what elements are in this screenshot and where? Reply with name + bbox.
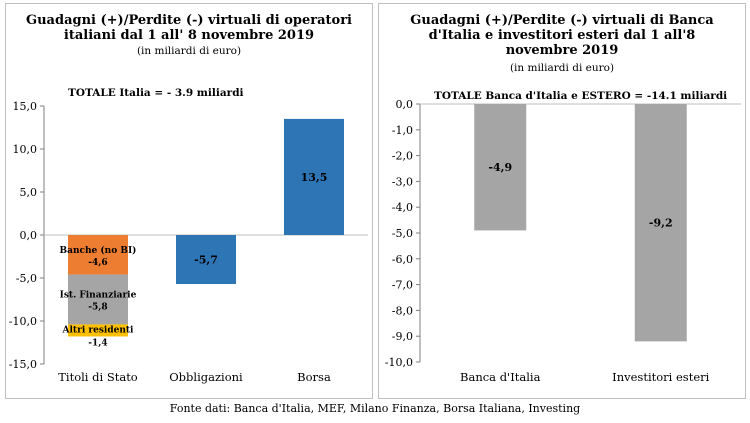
right-title-line-3: novembre 2019 [505, 43, 619, 58]
right-data-label: -4,9 [488, 161, 512, 174]
left-title-line-2: italiani dal 1 all' 8 novembre 2019 [63, 28, 315, 43]
right-y-tick-label: -5,0 [392, 227, 413, 240]
left-bar [68, 324, 128, 337]
left-data-label: -1,4 [88, 338, 107, 348]
right-title-line-1: Guadagni (+)/Perdite (-) virtuali di Ban… [410, 13, 714, 28]
right-y-tick-label: -3,0 [392, 175, 413, 188]
left-chart-plot: 15,0 10,0 5,0 0,0 -5,0 -10,0 -15,0 Banche (no B… [9, 100, 368, 384]
right-chart-plot: 0,0 -1,0 -2,0 -3,0 -4,0 -5,0 -6,0 -7,0 -8,0 -9,0 -… [385, 98, 741, 384]
left-bar [284, 118, 344, 235]
left-y-tick-label: 5,0 [20, 186, 38, 199]
left-bar [68, 274, 128, 325]
left-category-label: Borsa [297, 370, 331, 384]
left-data-label: -5,7 [194, 254, 218, 267]
right-chart-subtitle: (in miliardi di euro) [509, 62, 615, 74]
right-chart-title: Guadagni (+)/Perdite (-) virtuali di Ban… [379, 13, 745, 58]
left-bar [176, 235, 236, 285]
right-y-tick-label: -1,0 [392, 124, 413, 137]
right-y-tick-label: -2,0 [392, 150, 413, 163]
left-y-tick-label: -5,0 [16, 272, 37, 285]
left-data-label: -4,6 [88, 258, 107, 268]
left-segment-name: Banche (no BI) [60, 245, 137, 256]
right-y-tick-label: -9,0 [392, 330, 413, 343]
right-category-label: Banca d'Italia [460, 370, 541, 384]
right-y-tick-label: 0,0 [396, 98, 414, 111]
left-category-label: Titoli di Stato [58, 370, 138, 384]
left-data-label: 13,5 [301, 171, 328, 184]
left-y-tick-label: 0,0 [20, 229, 38, 242]
right-chart-panel: Guadagni (+)/Perdite (-) virtuali di Ban… [378, 3, 746, 399]
source-note: Fonte dati: Banca d'Italia, MEF, Milano … [169, 402, 581, 415]
right-category-label: Investitori esteri [612, 370, 709, 384]
left-title-line-1: Guadagni (+)/Perdite (-) virtuali di ope… [26, 13, 352, 28]
left-y-tick-label: -15,0 [9, 358, 37, 371]
right-y-tick-label: -6,0 [392, 253, 413, 266]
left-category-label: Obbligazioni [169, 370, 243, 384]
left-chart-panel: Guadagni (+)/Perdite (-) virtuali di ope… [5, 3, 373, 399]
left-y-tick-label: 15,0 [13, 100, 38, 113]
left-chart-title: Guadagni (+)/Perdite (-) virtuali di ope… [6, 13, 372, 43]
right-y-tick-label: -8,0 [392, 304, 413, 317]
left-segment-name: Altri residenti [62, 325, 135, 335]
right-y-tick-label: -10,0 [385, 356, 413, 369]
left-bar [68, 235, 128, 275]
right-data-label: -9,2 [649, 217, 673, 230]
left-y-tick-label: -10,0 [9, 315, 37, 328]
left-chart-subtitle: (in miliardi di euro) [136, 45, 242, 57]
left-segment-name: Ist. Finanziarie [60, 291, 137, 301]
right-title-line-2: d'Italia e investitori esteri dal 1 all'… [428, 28, 696, 43]
left-y-tick-label: 10,0 [13, 143, 38, 156]
right-total-label: TOTALE Banca d'Italia e ESTERO = -14.1 m… [434, 90, 728, 102]
right-bar [634, 104, 687, 342]
left-data-label: -5,8 [88, 303, 107, 313]
right-y-tick-label: -4,0 [392, 201, 413, 214]
right-y-tick-label: -7,0 [392, 279, 413, 292]
left-total-label: TOTALE Italia = - 3.9 miliardi [68, 87, 244, 99]
right-bar [474, 104, 527, 231]
